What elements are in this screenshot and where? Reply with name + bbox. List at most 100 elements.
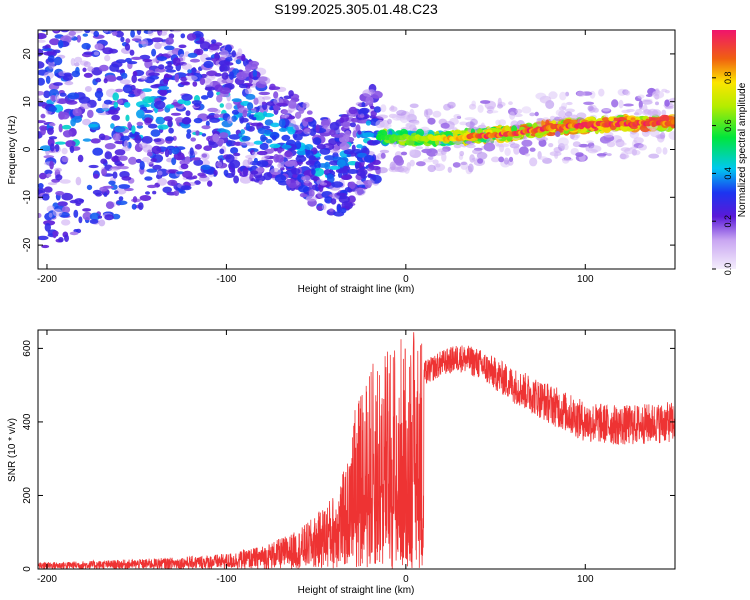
spectrogram-cell (333, 211, 345, 217)
spectrogram-cell (66, 100, 78, 105)
spectrogram-cell (115, 59, 127, 64)
snr-x-tick-label: 0 (403, 574, 409, 585)
spectrogram-cell (90, 138, 101, 144)
spectrogram-cell (606, 141, 616, 148)
spectrogram-cell (94, 43, 104, 50)
spectrogram-cell (94, 12, 104, 20)
spectrogram-cell (298, 185, 309, 193)
spectrogram-cell (375, 119, 385, 129)
spectrogram-cell (53, 82, 63, 86)
spectrogram-cell (200, 53, 210, 63)
spectrogram-cell (40, 30, 48, 32)
spectrogram-cell (324, 196, 333, 204)
spectrogram-cell (330, 149, 340, 154)
spectrogram-cell (256, 160, 269, 168)
spectrogram-cell (190, 157, 200, 161)
spectrogram-cell (115, 88, 124, 93)
spectrogram-cell (242, 167, 248, 177)
spectrogram-cell (645, 94, 653, 97)
spectrogram-cell (193, 117, 203, 124)
spectrogram-cell (320, 118, 330, 128)
figure-title: S199.2025.305.01.48.C23 (274, 1, 438, 17)
spectrogram-cell (263, 172, 273, 181)
spectrogram-cell (599, 135, 612, 144)
spectrogram-cell (83, 61, 91, 68)
spectrogram-cell (40, 17, 50, 23)
spectrogram-cell (138, 202, 144, 211)
spectrogram-cell (201, 125, 211, 130)
spectrogram-cell (58, 40, 64, 49)
spectrogram-cell (43, 71, 54, 80)
spectrogram-cell (488, 110, 499, 114)
spectrogram-cell (62, 130, 73, 138)
spectrogram-cell (77, 154, 84, 163)
spectrogram-cell (416, 161, 426, 167)
spectrogram-cell (348, 181, 356, 189)
spectrogram-cell (219, 87, 231, 95)
spectrogram-cell (131, 203, 137, 210)
spectrogram-cell (245, 93, 256, 100)
spectrogram-cell (558, 106, 567, 111)
spectrogram-cell (304, 144, 314, 150)
spectrogram-cell (340, 121, 352, 127)
spectrogram-cell (265, 139, 273, 144)
spectrogram-cell (139, 142, 148, 149)
spectrogram-cell (145, 191, 150, 195)
spectrogram-cell (59, 112, 70, 120)
spectrogram-cell (38, 213, 42, 218)
spectrogram-cell (615, 142, 627, 146)
spectrogram-cell (180, 76, 188, 82)
spectrogram-cell (354, 161, 360, 169)
snr-y-tick-label: 400 (22, 413, 33, 430)
spectrogram-cell (244, 87, 252, 95)
spectrogram-cell (78, 96, 91, 104)
spectrogram-cell (76, 35, 82, 43)
spectrogram-cell (147, 30, 154, 36)
spectrogram-cell (52, 8, 61, 16)
spectrogram-cell (146, 151, 153, 157)
snr-axes: -200 -100 0 100 0 200 400 600 (22, 330, 675, 585)
spectrogram-cell (102, 16, 108, 21)
spectrogram-cell (192, 175, 198, 179)
spectrogram-cell (171, 30, 182, 33)
spectrogram-cell (281, 114, 290, 118)
spectrogram-cell (88, 123, 99, 128)
spectrogram-cell (255, 167, 265, 173)
spectrogram-cell (635, 109, 643, 116)
spectrogram-cell (221, 72, 229, 80)
spectrogram-cell (548, 91, 558, 100)
spectrogram-cell (203, 145, 213, 151)
spectrogram-cell (288, 90, 294, 97)
spectrogram-cell (148, 75, 160, 80)
spectrogram-cell (157, 170, 163, 176)
spectrogram-cell (554, 151, 559, 159)
spectrogram-cell (239, 176, 252, 184)
spectrogram-cell (50, 22, 60, 29)
spectrogram-cell (252, 76, 259, 81)
spectrogram-cell (409, 149, 416, 156)
spectrogram-cell (86, 184, 93, 191)
spectrogram-cell (152, 190, 157, 195)
spectrogram-cell (103, 78, 108, 84)
spectrogram-cell (104, 151, 113, 160)
spectrogram-cell (264, 129, 272, 135)
spectrogram-cell (44, 222, 51, 232)
spectrogram-cell (618, 99, 624, 109)
spectrogram-cell (247, 157, 253, 166)
spectrogram-cell (339, 142, 350, 151)
spectrogram-cell (41, 244, 50, 249)
spectrogram-cell (332, 134, 344, 138)
spectrogram-cell (67, 92, 80, 100)
spectrogram-cell (129, 49, 135, 56)
spectrogram-cell (84, 30, 91, 34)
spectrogram-cell (477, 104, 484, 113)
spectrogram-cell (569, 133, 575, 140)
spectrogram-cell (452, 162, 461, 168)
spectrogram-cell (472, 148, 483, 155)
spectrogram-cell (252, 151, 259, 156)
spectrogram-cell (620, 154, 630, 159)
spectrogram-cell (48, 212, 53, 218)
spectrogram-cell (109, 63, 120, 72)
